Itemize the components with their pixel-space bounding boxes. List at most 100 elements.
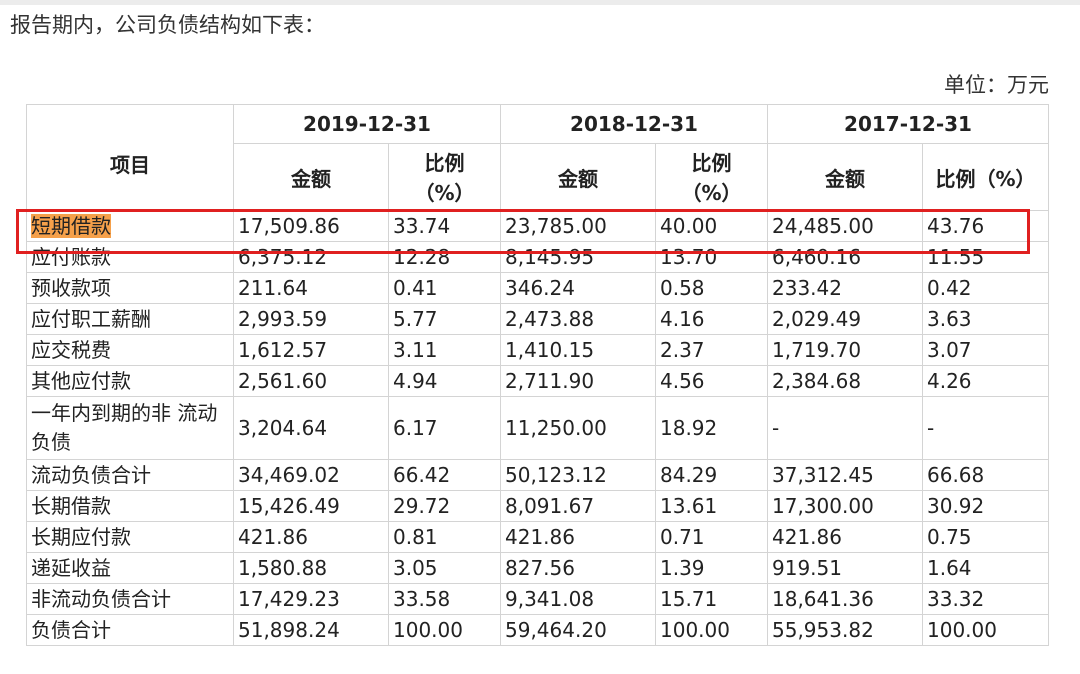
row-label: 短期借款 [26,210,234,242]
table-row: 应付职工薪酬 2,993.59 5.77 2,473.88 4.16 2,029.49 3.… [26,303,1049,335]
amount-cell: 6,375.12 [233,241,389,273]
amount-cell: 1,580.88 [233,552,389,584]
amount-cell: 3,204.64 [233,396,389,460]
row-label: 应付账款 [26,241,234,273]
intro-text: 报告期内，公司负债结构如下表： [10,13,325,37]
header-year-2018: 2018-12-31 [500,104,768,144]
row-label: 递延收益 [26,552,234,584]
ratio-cell: 43.76 [922,210,1049,242]
amount-cell: 9,341.08 [500,583,656,615]
ratio-cell: 3.11 [388,334,501,366]
amount-cell: 17,429.23 [233,583,389,615]
ratio-cell: 4.26 [922,365,1049,397]
table-row: 预收款项 211.64 0.41 346.24 0.58 233.42 0.42 [26,272,1049,304]
header-amount-2017: 金额 [767,143,923,211]
header-item: 项目 [26,104,234,211]
ratio-cell: 0.81 [388,521,501,553]
row-label-text: 流动负债合计 [31,463,151,487]
amount-cell: 18,641.36 [767,583,923,615]
amount-cell: 15,426.49 [233,490,389,522]
amount-cell: 233.42 [767,272,923,304]
table-row: 其他应付款 2,561.60 4.94 2,711.90 4.56 2,384.68 4.2… [26,365,1049,397]
top-divider [0,0,1080,5]
row-label-text: 长期借款 [31,494,111,518]
table-body: 短期借款 17,509.86 33.74 23,785.00 40.00 24,485.0… [26,210,1049,646]
ratio-cell: 0.75 [922,521,1049,553]
amount-cell: 34,469.02 [233,459,389,491]
amount-cell: 59,464.20 [500,614,656,646]
row-label: 长期借款 [26,490,234,522]
ratio-cell: 4.94 [388,365,501,397]
ratio-cell: 29.72 [388,490,501,522]
table-row: 短期借款 17,509.86 33.74 23,785.00 40.00 24,485.0… [26,210,1049,242]
amount-cell: 2,711.90 [500,365,656,397]
ratio-cell: 1.39 [655,552,768,584]
row-label-text: 应付账款 [31,245,111,269]
amount-cell: 17,509.86 [233,210,389,242]
amount-cell: 37,312.45 [767,459,923,491]
ratio-cell: 66.68 [922,459,1049,491]
amount-cell: 421.86 [500,521,656,553]
amount-cell: 8,145.95 [500,241,656,273]
header-year-2019: 2019-12-31 [233,104,501,144]
ratio-cell: 3.05 [388,552,501,584]
amount-cell: 51,898.24 [233,614,389,646]
ratio-cell: - [922,396,1049,460]
row-label-text: 短期借款 [31,214,111,238]
amount-cell: 2,561.60 [233,365,389,397]
ratio-cell: 4.56 [655,365,768,397]
ratio-cell: 66.42 [388,459,501,491]
table-row: 负债合计 51,898.24 100.00 59,464.20 100.00 55,953… [26,614,1049,646]
amount-cell: 421.86 [767,521,923,553]
ratio-cell: 6.17 [388,396,501,460]
ratio-cell: 40.00 [655,210,768,242]
ratio-cell: 12.28 [388,241,501,273]
amount-cell: 919.51 [767,552,923,584]
amount-cell: 2,384.68 [767,365,923,397]
row-label: 其他应付款 [26,365,234,397]
amount-cell: 1,612.57 [233,334,389,366]
header-year-2017: 2017-12-31 [767,104,1049,144]
row-label-text: 非流动负债合计 [31,587,171,611]
ratio-cell: 0.42 [922,272,1049,304]
amount-cell: 11,250.00 [500,396,656,460]
amount-cell: - [767,396,923,460]
table-row: 应交税费 1,612.57 3.11 1,410.15 2.37 1,719.70 3.07 [26,334,1049,366]
ratio-cell: 5.77 [388,303,501,335]
ratio-cell: 100.00 [922,614,1049,646]
header-amount-2018: 金额 [500,143,656,211]
row-label-text: 长期应付款 [31,525,131,549]
row-label: 流动负债合计 [26,459,234,491]
header-pct-2018: 比例 （%） [655,143,768,211]
amount-cell: 1,410.15 [500,334,656,366]
ratio-cell: 3.63 [922,303,1049,335]
row-label: 负债合计 [26,614,234,646]
ratio-cell: 84.29 [655,459,768,491]
ratio-cell: 100.00 [388,614,501,646]
ratio-cell: 0.71 [655,521,768,553]
amount-cell: 8,091.67 [500,490,656,522]
amount-cell: 211.64 [233,272,389,304]
ratio-cell: 15.71 [655,583,768,615]
ratio-cell: 4.16 [655,303,768,335]
row-label: 预收款项 [26,272,234,304]
amount-cell: 6,460.16 [767,241,923,273]
amount-cell: 2,993.59 [233,303,389,335]
ratio-cell: 1.64 [922,552,1049,584]
amount-cell: 1,719.70 [767,334,923,366]
amount-cell: 17,300.00 [767,490,923,522]
table-row: 应付账款 6,375.12 12.28 8,145.95 13.70 6,460.16 11… [26,241,1049,273]
table-row: 一年内到期的非 流动负债 3,204.64 6.17 11,250.00 18.92- - [26,396,1049,460]
ratio-cell: 33.74 [388,210,501,242]
amount-cell: 2,029.49 [767,303,923,335]
ratio-cell: 18.92 [655,396,768,460]
amount-cell: 346.24 [500,272,656,304]
header-pct-2019: 比例 （%） [388,143,501,211]
amount-cell: 827.56 [500,552,656,584]
ratio-cell: 30.92 [922,490,1049,522]
amount-cell: 421.86 [233,521,389,553]
amount-cell: 2,473.88 [500,303,656,335]
header-pct-2017: 比例（%） [922,143,1049,211]
row-label: 一年内到期的非 流动负债 [26,396,234,460]
ratio-cell: 11.55 [922,241,1049,273]
